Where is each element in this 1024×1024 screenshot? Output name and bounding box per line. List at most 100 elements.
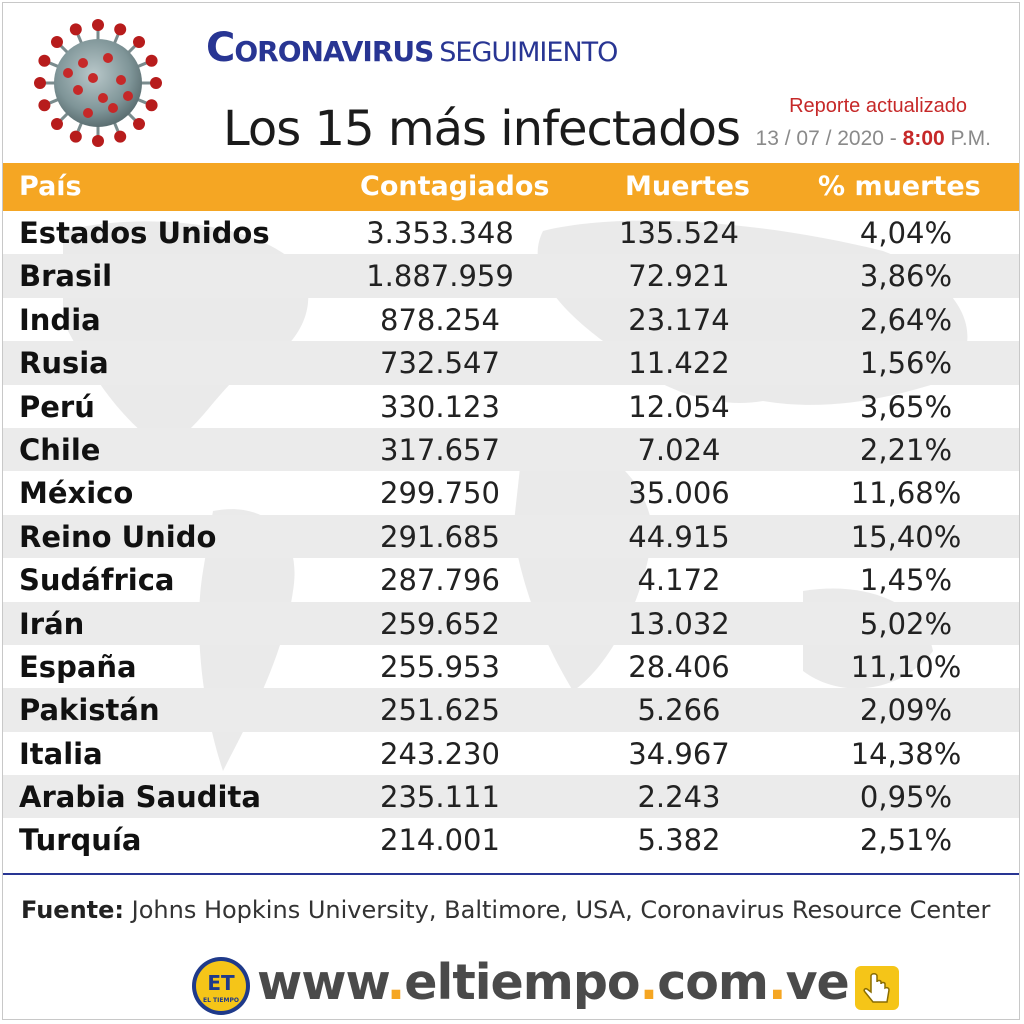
cell-pct: 4,04% [859,216,953,250]
virus-icon [34,19,162,147]
url-dot: . [639,954,659,1011]
table-row: Sudáfrica 287.796 4.172 1,45% [3,558,1019,601]
cell-pct: 11,68% [850,476,962,511]
cell-country: Rusia [19,346,109,381]
table-header: País Contagiados Muertes % muertes [3,163,1019,211]
report-ampm: P.M. [950,127,991,150]
cell-pct: 0,95% [859,780,953,815]
cell-country: Sudáfrica [19,563,175,598]
cell-deaths: 2.243 [637,780,721,815]
cell-cases: 214.001 [380,823,500,858]
cell-country: Arabia Saudita [19,780,261,815]
table-row: Estados Unidos 3.353.348 135.524 4,04% [3,211,1019,254]
cell-deaths: 7.024 [637,432,721,467]
report-date: 13 / 07 / 2020 - 8:00 P.M. [756,127,991,151]
table-row: Turquía 214.001 5.382 2,51% [3,818,1019,861]
table-row: Brasil 1.887.959 72.921 3,86% [3,254,1019,298]
header-cases: Contagiados [360,171,550,202]
cell-pct: 2,09% [859,693,953,728]
cell-deaths: 13.032 [628,606,730,641]
cell-pct: 2,51% [859,823,953,858]
cell-deaths: 135.524 [619,216,739,250]
cell-pct: 1,45% [859,563,953,598]
divider [3,873,1019,875]
cell-country: Perú [19,389,95,424]
cell-cases: 235.111 [380,780,500,815]
url-part: eltiempo [404,954,640,1011]
cell-deaths: 5.266 [637,693,721,728]
cell-cases: 878.254 [380,302,500,337]
report-time: 8:00 [902,127,945,150]
source-text: Johns Hopkins University, Baltimore, USA… [124,896,991,924]
website-url[interactable]: www.eltiempo.com.ve [257,954,850,1011]
table-row: Arabia Saudita 235.111 2.243 0,95% [3,775,1019,819]
table-row: Chile 317.657 7.024 2,21% [3,427,1019,472]
header-country: País [19,171,82,202]
table-row: Pakistán 251.625 5.266 2,09% [3,688,1019,732]
table-row: Italia 243.230 34.967 14,38% [3,732,1019,775]
cell-cases: 3.353.348 [366,216,514,250]
cell-deaths: 34.967 [628,736,730,771]
cell-cases: 317.657 [380,432,500,467]
cell-country: Estados Unidos [19,216,270,250]
page-title: Coronavirus seguimiento [206,25,618,71]
cell-country: Italia [19,736,103,771]
logo-text: ET [207,971,235,995]
cell-pct: 11,10% [850,649,962,684]
cell-deaths: 28.406 [628,649,730,684]
cell-cases: 291.685 [380,519,500,554]
cell-cases: 1.887.959 [366,259,514,294]
logo-subtext: EL TIEMPO [203,997,239,1004]
url-part: com [657,954,769,1011]
table-row: Rusia 732.547 11.422 1,56% [3,341,1019,385]
cell-deaths: 11.422 [628,346,730,381]
logo-icon[interactable]: ET EL TIEMPO [191,956,251,1016]
report-label: Reporte actualizado [789,95,967,117]
hand-pointer-icon[interactable] [853,964,901,1012]
url-dot: . [767,954,787,1011]
cell-cases: 330.123 [380,389,500,424]
cell-cases: 255.953 [380,649,500,684]
cell-pct: 2,21% [859,432,953,467]
cell-country: Pakistán [19,693,160,728]
table-row: Perú 330.123 12.054 3,65% [3,385,1019,428]
cell-cases: 243.230 [380,736,500,771]
cell-country: Turquía [19,823,142,858]
cell-deaths: 5.382 [637,823,721,858]
table-row: Reino Unido 291.685 44.915 15,40% [3,514,1019,559]
url-part: ve [785,954,850,1011]
cell-country: Irán [19,606,85,641]
header-deaths: Muertes [625,171,751,202]
cell-cases: 732.547 [380,346,500,381]
cell-deaths: 35.006 [628,476,730,511]
cell-deaths: 23.174 [628,302,730,337]
cell-country: México [19,476,134,511]
cell-pct: 3,65% [859,389,953,424]
cell-cases: 251.625 [380,693,500,728]
cell-cases: 259.652 [380,606,500,641]
cell-cases: 287.796 [380,563,500,598]
cell-country: España [19,649,137,684]
table-body: Estados Unidos 3.353.348 135.524 4,04% Brasi… [3,211,1019,862]
table-row: Irán 259.652 13.032 5,02% [3,601,1019,645]
cell-deaths: 12.054 [628,389,730,424]
cell-pct: 14,38% [850,736,962,771]
cell-cases: 299.750 [380,476,500,511]
cell-pct: 1,56% [859,346,953,381]
cell-deaths: 44.915 [628,519,730,554]
source-line: Fuente: Johns Hopkins University, Baltim… [21,896,990,924]
subtitle: Los 15 más infectados [223,101,741,157]
url-part: www [257,954,388,1011]
cell-pct: 3,86% [859,259,953,294]
title-main: Coronavirus [206,25,434,71]
table-row: México 299.750 35.006 11,68% [3,471,1019,514]
table-row: India 878.254 23.174 2,64% [3,298,1019,341]
table-row: España 255.953 28.406 11,10% [3,645,1019,688]
cell-deaths: 72.921 [628,259,730,294]
cell-pct: 5,02% [859,606,953,641]
cell-country: Brasil [19,259,113,294]
url-dot: . [386,954,406,1011]
cell-pct: 15,40% [850,519,962,554]
cell-country: India [19,302,101,337]
